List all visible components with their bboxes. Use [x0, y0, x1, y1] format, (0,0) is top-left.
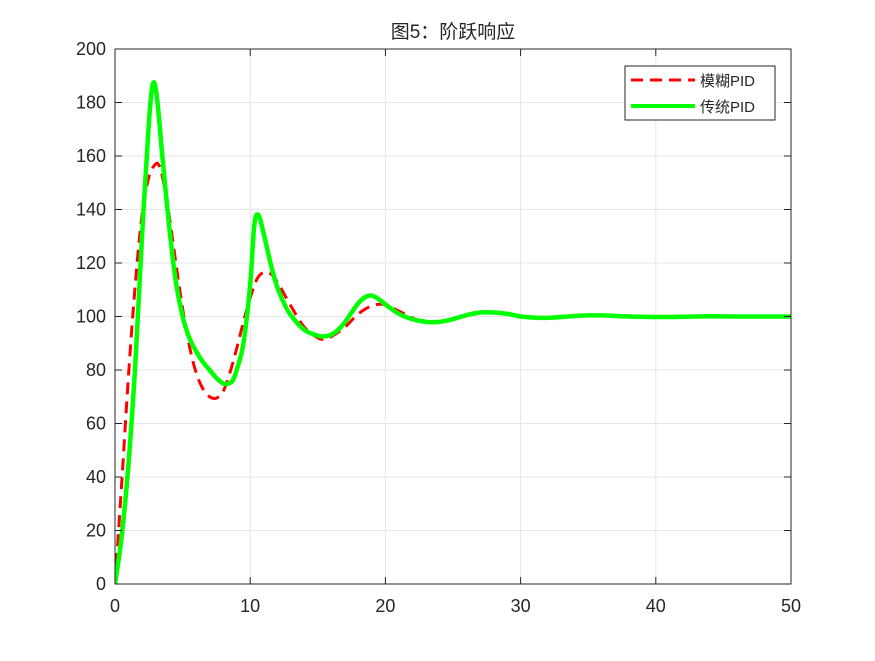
chart-title: 图5：阶跃响应: [391, 21, 516, 43]
y-tick-label: 200: [76, 39, 106, 59]
y-tick-label: 80: [86, 360, 106, 380]
y-tick-label: 120: [76, 253, 106, 273]
series-line-traditional-pid: [115, 80, 791, 584]
y-tick-label: 20: [86, 521, 106, 541]
y-tick-label: 180: [76, 93, 106, 113]
y-tick-label: 40: [86, 467, 106, 487]
y-tick-label: 0: [96, 574, 106, 594]
series-layer: [115, 80, 791, 584]
legend-label-traditional-pid: 传统PID: [700, 99, 755, 116]
y-tick-label: 160: [76, 146, 106, 166]
x-tick-label: 40: [646, 596, 666, 616]
x-tick-label: 20: [375, 596, 395, 616]
y-axis-tick-labels: 0 20 40 60 80 100 120 140 160 180 200: [76, 39, 106, 594]
x-tick-label: 10: [240, 596, 260, 616]
y-tick-label: 140: [76, 200, 106, 220]
legend-box: [624, 65, 776, 121]
x-tick-label: 0: [110, 596, 120, 616]
y-tick-label: 100: [76, 307, 106, 327]
x-axis-tick-labels: 0 10 20 30 40 50: [110, 596, 801, 616]
x-tick-label: 30: [511, 596, 531, 616]
series-line-fuzzy-pid: [115, 161, 791, 584]
y-tick-label: 60: [86, 414, 106, 434]
legend-label-fuzzy-pid: 模糊PID: [700, 73, 755, 90]
legend: 模糊PID 传统PID: [624, 65, 776, 121]
tick-marks: [114, 48, 792, 585]
x-tick-label: 50: [781, 596, 801, 616]
